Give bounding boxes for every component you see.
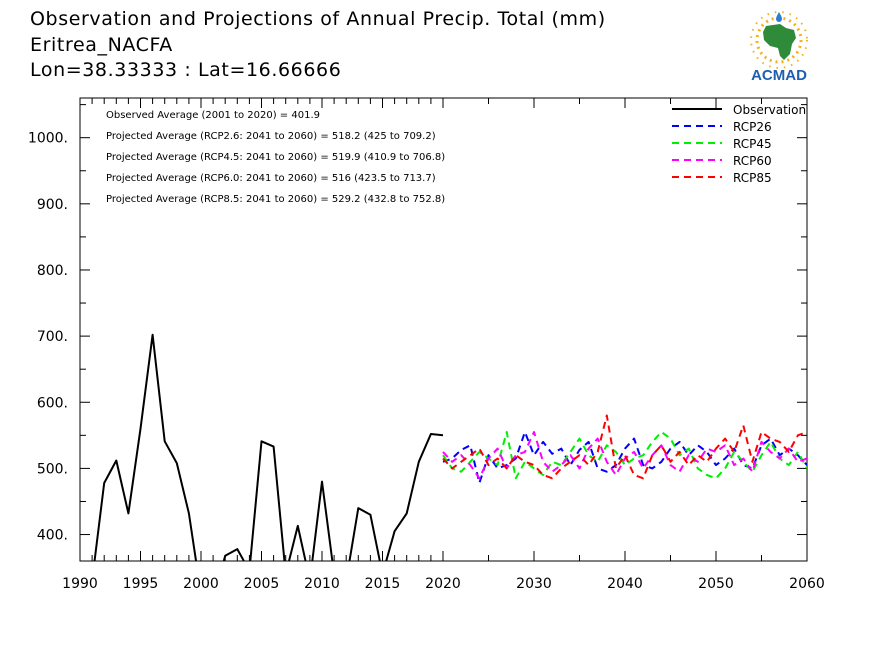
average-annotation: Projected Average (RCP8.5: 2041 to 2060)… (106, 194, 445, 205)
chart-axes: 400. 500. 600. 700. 800. 900. 1000. 1990 1995 200… (28, 97, 825, 592)
x-tick-label: 2015 (365, 576, 401, 592)
water-drop-icon (776, 12, 782, 22)
legend-label: Observation (733, 103, 806, 117)
average-annotation: Observed Average (2001 to 2020) = 401.9 (106, 110, 320, 121)
logo-text: ACMAD (751, 67, 807, 84)
average-annotation: Projected Average (RCP6.0: 2041 to 2060)… (106, 173, 436, 184)
chart-series (93, 333, 807, 561)
africa-map-icon (763, 24, 796, 60)
legend-label: RCP45 (733, 137, 772, 151)
y-tick-label: 900. (37, 197, 68, 213)
series-line-rcp60 (442, 431, 807, 480)
series-line-rcp85 (442, 414, 807, 480)
x-tick-label: 2040 (607, 576, 643, 592)
y-tick-label: 400. (37, 528, 68, 544)
y-tick-label: 500. (37, 461, 68, 477)
y-tick-label: 800. (37, 263, 68, 279)
acmad-logo: ACMAD (750, 11, 808, 84)
legend-label: RCP85 (733, 171, 772, 185)
x-tick-label: 2005 (244, 576, 280, 592)
plot-frame (79, 97, 808, 562)
x-tick-label: 2030 (516, 576, 552, 592)
average-annotation: Projected Average (RCP4.5: 2041 to 2060)… (106, 152, 445, 163)
x-tick-label: 2020 (425, 576, 461, 592)
legend-label: RCP60 (733, 154, 772, 168)
chart-annotations: Observed Average (2001 to 2020) = 401.9 P… (106, 110, 445, 205)
chart-title: Observation and Projections of Annual Pr… (30, 8, 606, 30)
x-tick-label: 2060 (789, 576, 825, 592)
y-tick-label: 700. (37, 329, 68, 345)
series-line-observation (93, 333, 444, 561)
location-name: Eritrea_NACFA (30, 34, 173, 56)
x-tick-label: 1995 (123, 576, 159, 592)
coordinates-label: Lon=38.33333 : Lat=16.66666 (30, 59, 342, 81)
x-tick-label: 2050 (698, 576, 734, 592)
series-line-rcp45 (442, 431, 807, 480)
legend-label: RCP26 (733, 120, 772, 134)
average-annotation: Projected Average (RCP2.6: 2041 to 2060)… (106, 131, 436, 142)
y-tick-label: 600. (37, 395, 68, 411)
chart-legend: Observation RCP26 RCP45 RCP60 RCP85 (672, 103, 806, 185)
x-tick-label: 1990 (62, 576, 98, 592)
x-tick-label: 2000 (183, 576, 219, 592)
x-tick-label: 2010 (304, 576, 340, 592)
y-tick-label: 1000. (28, 131, 68, 147)
